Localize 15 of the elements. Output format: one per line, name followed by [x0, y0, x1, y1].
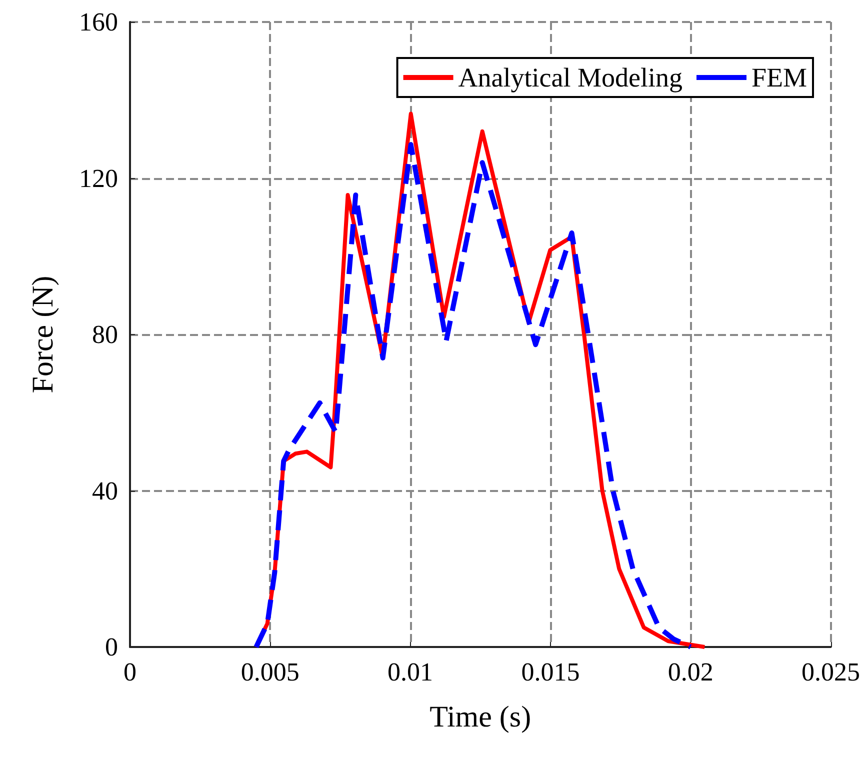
legend-label: Analytical Modeling [458, 62, 682, 92]
y-tick-label: 160 [79, 8, 118, 36]
x-axis-title: Time (s) [430, 700, 532, 734]
x-tick-label: 0.015 [521, 658, 580, 686]
y-tick-label: 0 [105, 632, 118, 662]
y-tick-label: 120 [79, 164, 118, 193]
x-tick-label: 0.005 [240, 658, 300, 686]
x-tick-label: 0.025 [802, 658, 860, 686]
y-tick-label: 80 [92, 320, 118, 349]
x-tick-label: 0 [124, 658, 136, 686]
x-tick-label: 0.01 [388, 658, 434, 686]
x-tick-label: 0.02 [668, 658, 714, 686]
y-axis-title: Force (N) [26, 276, 60, 394]
legend-label: FEM [751, 62, 808, 92]
y-tick-label: 40 [92, 476, 118, 506]
